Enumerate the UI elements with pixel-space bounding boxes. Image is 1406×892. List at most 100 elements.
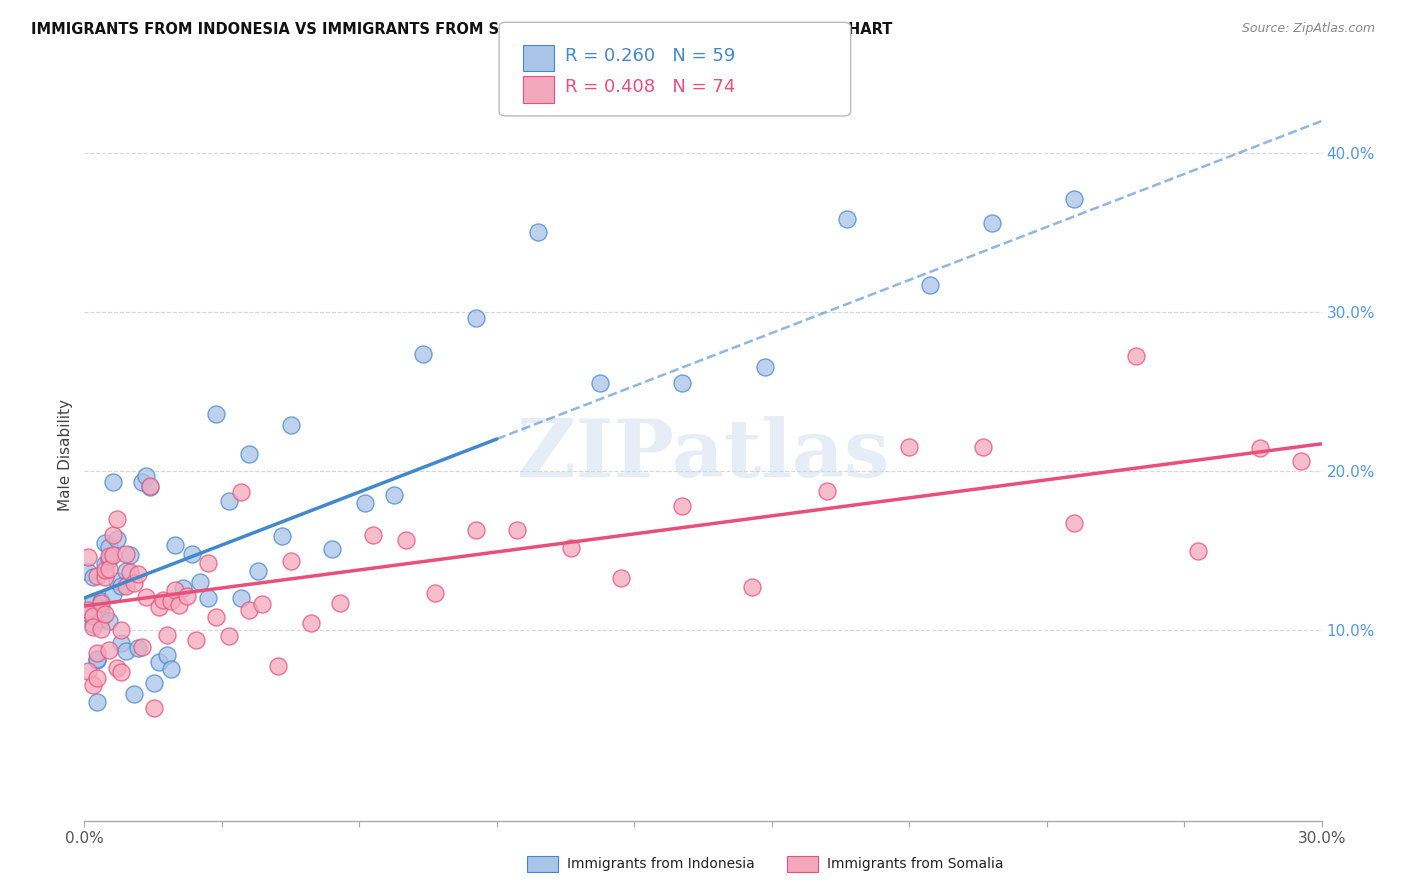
Point: [114, 578, 136, 592]
Point: [82, 620, 104, 634]
Point: [77, 565, 100, 579]
Point: [103, 527, 125, 541]
Point: [131, 475, 153, 489]
Point: [167, 598, 190, 612]
Point: [77, 550, 100, 565]
Point: [609, 571, 631, 585]
Point: [980, 216, 1002, 230]
Point: [156, 648, 179, 663]
Text: Source: ZipAtlas.com: Source: ZipAtlas.com: [1241, 22, 1375, 36]
Point: [837, 211, 859, 226]
Point: [94, 607, 117, 621]
Point: [114, 644, 136, 658]
Point: [754, 360, 776, 375]
Point: [139, 480, 162, 494]
Point: [90, 612, 112, 626]
Point: [139, 479, 162, 493]
Point: [122, 687, 145, 701]
Point: [105, 574, 128, 589]
Point: [1372, 386, 1395, 401]
Point: [218, 629, 240, 643]
Point: [898, 440, 921, 454]
Point: [412, 347, 434, 361]
Y-axis label: Male Disability: Male Disability: [58, 399, 73, 511]
Point: [353, 496, 375, 510]
Point: [94, 536, 117, 550]
Point: [90, 622, 112, 636]
Point: [815, 483, 838, 498]
Point: [156, 627, 179, 641]
Point: [82, 608, 104, 623]
Point: [90, 595, 112, 609]
Point: [86, 671, 108, 685]
Point: [1402, 486, 1406, 500]
Point: [122, 576, 145, 591]
Point: [105, 532, 128, 546]
Point: [90, 594, 112, 608]
Point: [110, 579, 132, 593]
Point: [267, 659, 290, 673]
Point: [98, 562, 121, 576]
Point: [152, 593, 174, 607]
Point: [188, 574, 211, 589]
Point: [77, 664, 100, 678]
Point: [90, 600, 112, 615]
Point: [176, 589, 198, 603]
Point: [741, 580, 763, 594]
Point: [229, 484, 252, 499]
Point: [110, 665, 132, 680]
Point: [329, 596, 352, 610]
Point: [671, 376, 693, 391]
Point: [918, 277, 941, 292]
Point: [105, 661, 128, 675]
Text: R = 0.260   N = 59: R = 0.260 N = 59: [565, 47, 735, 65]
Text: ZIPatlas: ZIPatlas: [517, 416, 889, 494]
Point: [395, 533, 418, 547]
Point: [94, 563, 117, 577]
Point: [160, 593, 183, 607]
Point: [148, 655, 170, 669]
Text: Immigrants from Indonesia: Immigrants from Indonesia: [567, 857, 755, 871]
Point: [197, 591, 219, 605]
Point: [1125, 349, 1147, 363]
Point: [1249, 441, 1271, 455]
Point: [180, 547, 202, 561]
Point: [127, 567, 149, 582]
Point: [110, 623, 132, 637]
Point: [1063, 192, 1085, 206]
Point: [299, 615, 322, 630]
Point: [218, 493, 240, 508]
Point: [205, 407, 228, 421]
Point: [98, 614, 121, 628]
Point: [86, 695, 108, 709]
Point: [82, 616, 104, 631]
Point: [135, 468, 157, 483]
Point: [103, 587, 125, 601]
Point: [172, 581, 194, 595]
Point: [1289, 453, 1312, 467]
Point: [280, 418, 302, 433]
Point: [1351, 416, 1374, 430]
Point: [148, 599, 170, 614]
Point: [143, 700, 166, 714]
Point: [98, 552, 121, 566]
Point: [1393, 425, 1406, 440]
Point: [94, 558, 117, 572]
Point: [280, 554, 302, 568]
Point: [114, 547, 136, 561]
Point: [246, 564, 269, 578]
Point: [127, 641, 149, 656]
Point: [671, 499, 693, 513]
Point: [506, 523, 529, 537]
Point: [118, 548, 141, 562]
Point: [589, 376, 612, 391]
Point: [103, 475, 125, 489]
Point: [197, 556, 219, 570]
Point: [972, 440, 994, 454]
Point: [560, 541, 582, 556]
Point: [250, 597, 273, 611]
Point: [238, 602, 260, 616]
Point: [77, 606, 100, 620]
Point: [98, 540, 121, 554]
Point: [114, 564, 136, 578]
